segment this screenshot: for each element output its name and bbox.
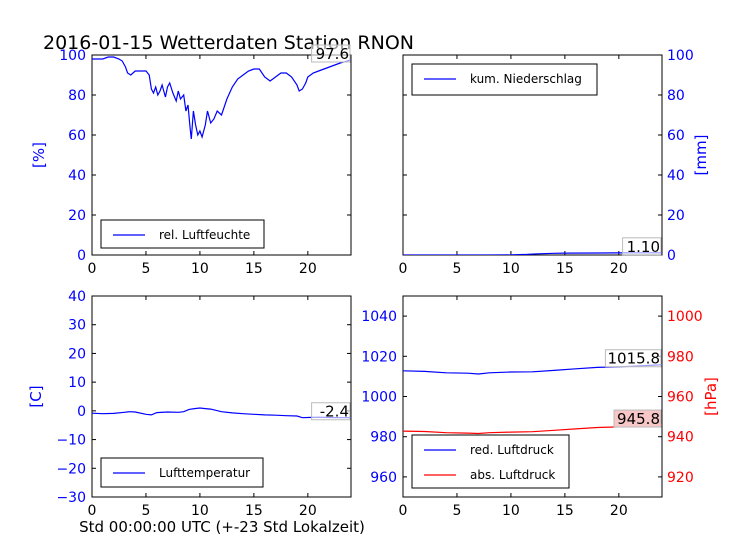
value-annotation-box: [613, 409, 662, 428]
x-tick-label: 0: [88, 503, 97, 519]
y-axis-label: [C]: [27, 385, 45, 407]
y-tick-label: 20: [667, 208, 685, 224]
x-tick-label: 20: [610, 261, 628, 277]
y-tick-label: 1000: [361, 390, 397, 406]
x-tick-label: 5: [141, 503, 150, 519]
y-tick-label: 80: [667, 88, 685, 104]
legend: rel. Luftfeuchte: [100, 219, 265, 249]
x-tick-label: 20: [610, 503, 628, 519]
y-tick-label-right: 940: [667, 430, 694, 446]
legend-label: rel. Luftfeuchte: [159, 228, 250, 242]
value-annotation: 945.8: [617, 410, 660, 428]
y-tick-label: 100: [667, 48, 694, 64]
legend-box: [411, 434, 570, 489]
chart-panel-3: 0 5 10 15 20 −30 −20 −10 0 10 20 30 40 [C] -2.4 Lufttem…: [27, 289, 352, 519]
legend-label: Lufttemperatur: [159, 466, 250, 480]
y-axis-label: [%]: [30, 142, 48, 168]
value-annotation: -2.4: [320, 403, 349, 421]
y-tick-label-right: 920: [667, 470, 694, 486]
y-axis-label: [hPa]: [702, 377, 720, 416]
legend-label: abs. Luftdruck: [470, 468, 555, 482]
y-tick-label: 0: [77, 248, 86, 264]
y-tick-label: −10: [56, 433, 86, 449]
legend: red. Luftdruck abs. Luftdruck: [411, 434, 570, 489]
y-tick-label: 10: [68, 375, 86, 391]
y-tick-label: 100: [59, 48, 86, 64]
value-annotation-box: [311, 402, 351, 421]
y-tick-label: 20: [68, 208, 86, 224]
y-tick-label: 20: [68, 346, 86, 362]
x-axis-label: Std 00:00:00 UTC (+-23 Std Lokalzeit): [79, 518, 365, 536]
legend-label: kum. Niederschlag: [470, 72, 582, 86]
x-tick-label: 20: [299, 503, 317, 519]
y-tick-label: −30: [56, 490, 86, 506]
value-annotation-box: [604, 349, 662, 368]
value-annotation: 1.10: [627, 238, 660, 256]
x-tick-label: 20: [299, 261, 317, 277]
legend-label: red. Luftdruck: [470, 443, 554, 457]
x-tick-label: 0: [399, 503, 408, 519]
y-axis-label: [mm]: [692, 135, 710, 176]
chart-panel-2: 0 5 10 15 20 0 20 40 60 80 100 [mm] 1.10 kum. Nieders…: [399, 48, 710, 277]
y-tick-label: 0: [77, 404, 86, 420]
x-tick-label: 15: [556, 261, 574, 277]
y-tick-label: 980: [370, 430, 397, 446]
x-tick-label: 0: [399, 261, 408, 277]
series-line: [92, 407, 351, 419]
y-tick-label: 40: [667, 168, 685, 184]
x-tick-label: 15: [556, 503, 574, 519]
x-tick-label: 5: [452, 503, 461, 519]
value-annotation-box: [311, 44, 351, 63]
legend: Lufttemperatur: [100, 457, 264, 488]
y-tick-label: 0: [667, 248, 676, 264]
y-tick-label-right: 980: [667, 349, 694, 365]
x-tick-label: 10: [191, 503, 209, 519]
y-tick-label-right: 1000: [667, 309, 703, 325]
legend-box: [100, 219, 265, 249]
chart-panel-4: 0 5 10 15 20 960 980 1000 1020 1040 920 940 960 980 10…: [361, 295, 720, 519]
value-annotation: 97.6: [316, 45, 349, 63]
x-tick-label: 5: [452, 261, 461, 277]
y-tick-label: 1020: [361, 349, 397, 365]
y-tick-label: 60: [667, 128, 685, 144]
y-tick-label: 960: [370, 470, 397, 486]
value-annotation: 1015.8: [608, 350, 661, 368]
x-tick-label: 5: [141, 261, 150, 277]
y-tick-label: 60: [68, 128, 86, 144]
series-line: [92, 56, 351, 140]
x-tick-label: 10: [191, 261, 209, 277]
x-tick-label: 10: [502, 503, 520, 519]
y-tick-label: 40: [68, 168, 86, 184]
y-tick-label: 40: [68, 289, 86, 305]
y-tick-label-right: 960: [667, 390, 694, 406]
x-tick-label: 10: [502, 261, 520, 277]
x-tick-label: 0: [88, 261, 97, 277]
y-tick-label: 30: [68, 318, 86, 334]
figure-title: 2016-01-15 Wetterdaten Station RNON: [43, 32, 414, 54]
y-tick-label: 80: [68, 88, 86, 104]
x-tick-label: 15: [245, 261, 263, 277]
x-tick-label: 15: [245, 503, 263, 519]
legend: kum. Niederschlag: [411, 63, 598, 96]
y-tick-label: −20: [56, 461, 86, 477]
y-tick-label: 1040: [361, 309, 397, 325]
chart-panel-1: 0 5 10 15 20 0 20 40 60 80 100 [%] 97.6 rel. Luftfeuc…: [30, 44, 352, 277]
value-annotation-box: [622, 237, 662, 256]
